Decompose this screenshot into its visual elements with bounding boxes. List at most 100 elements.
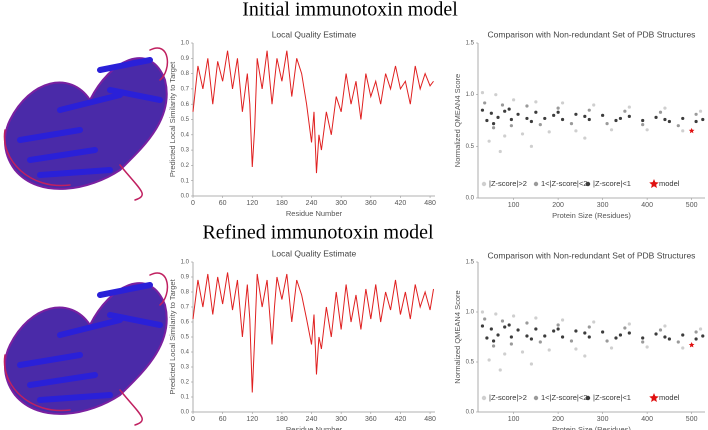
legend-marker [649, 393, 659, 403]
structure-point [583, 114, 587, 118]
structure-point [667, 337, 671, 341]
structure-point [654, 332, 658, 336]
y-tick-label: 1.0 [181, 260, 190, 266]
structure-point [681, 346, 685, 350]
y-axis-label: Predicted Local Similarity to Target [168, 61, 177, 177]
y-tick-label: 1.5 [466, 41, 475, 47]
structure-point [507, 323, 511, 327]
quality-line [192, 50, 434, 174]
y-tick-label: 0.9 [181, 56, 190, 62]
y-axis-label: Predicted Local Similarity to Target [168, 278, 177, 394]
structure-point [663, 106, 667, 110]
structure-point [623, 326, 627, 330]
structure-point [663, 117, 667, 122]
structure-point [547, 348, 551, 352]
structure-point [534, 110, 538, 114]
structure-point [512, 98, 516, 102]
y-tick-label: 0.5 [181, 335, 190, 341]
structure-point [543, 116, 547, 121]
structure-point [663, 335, 667, 339]
structure-point [627, 322, 631, 326]
structure-point [534, 316, 538, 320]
x-tick-label: 60 [219, 200, 227, 207]
structure-point [641, 123, 645, 127]
structure-point [509, 117, 513, 122]
x-tick-label: 360 [365, 416, 377, 423]
structure-point [494, 93, 498, 97]
x-tick-label: 420 [395, 416, 407, 423]
structure-point [574, 129, 578, 133]
legend-label: |Z-score|>2 [489, 393, 527, 402]
structure-point [694, 330, 698, 334]
structure-point [496, 115, 500, 119]
structure-point [574, 347, 578, 351]
structure-point [500, 103, 505, 107]
structure-point [698, 327, 703, 331]
x-tick-label: 400 [641, 202, 653, 209]
legend-label: |Z-score|>2 [489, 179, 527, 188]
x-tick-label: 180 [276, 416, 288, 423]
y-tick-label: 0.2 [181, 163, 190, 169]
structure-point [503, 134, 507, 138]
legend-label: model [659, 393, 680, 402]
x-axis-label: Protein Size (Residues) [552, 211, 631, 220]
structure-point [609, 128, 614, 132]
y-tick-label: 0.6 [181, 102, 190, 108]
structure-point [605, 122, 609, 126]
structure-point [483, 317, 487, 321]
y-tick-label: 0.9 [181, 275, 190, 281]
structure-point [480, 108, 485, 112]
structure-point [681, 333, 685, 337]
y-tick-label: 1.5 [466, 260, 475, 266]
structure-point [592, 103, 596, 107]
y-tick-label: 0.0 [181, 410, 190, 416]
structure-point [583, 136, 587, 140]
y-tick-label: 0.1 [181, 395, 190, 401]
structure-point [601, 330, 605, 334]
structure-point [645, 128, 649, 132]
structure-point [538, 123, 542, 127]
y-tick-label: 0.3 [181, 148, 190, 154]
structure-point [698, 109, 703, 113]
chart-title: Comparison with Non-redundant Set of PDB… [488, 29, 696, 39]
structure-point [503, 109, 507, 113]
structure-point [485, 118, 489, 123]
structure-point [694, 112, 698, 116]
legend-marker [649, 179, 659, 189]
structure-point [681, 129, 685, 133]
y-tick-label: 0.8 [181, 290, 190, 296]
structure-point [556, 110, 560, 114]
x-tick-label: 60 [219, 416, 227, 423]
legend-marker [585, 181, 591, 187]
structure-point [520, 350, 525, 354]
structure-point [658, 110, 663, 114]
x-axis-label: Protein Size (Residues) [552, 425, 631, 430]
x-tick-label: 0 [191, 200, 195, 207]
structure-point [529, 337, 534, 341]
legend-label: |Z-score|<1 [593, 393, 631, 402]
structure-point [509, 335, 513, 339]
structure-point [609, 346, 614, 350]
x-tick-label: 200 [552, 202, 564, 209]
structure-point [618, 333, 623, 337]
structure-point [480, 324, 485, 328]
protein-image [3, 47, 169, 201]
structure-point [483, 101, 487, 105]
y-tick-label: 0.7 [181, 305, 190, 311]
structure-point [525, 334, 529, 338]
structure-point [491, 339, 496, 343]
structure-point [491, 344, 496, 348]
structure-point [701, 334, 705, 338]
y-tick-label: 0.4 [181, 350, 190, 356]
legend-label: 1<|Z-score|<2 [541, 179, 587, 188]
structure-point [641, 336, 645, 340]
structure-point [529, 144, 534, 148]
structure-point [525, 321, 529, 325]
x-tick-label: 500 [686, 416, 698, 423]
structure-point [529, 362, 534, 366]
x-tick-label: 300 [335, 200, 347, 207]
structure-point [485, 336, 489, 340]
model-point [688, 342, 695, 348]
structure-point [694, 119, 698, 124]
x-tick-label: 500 [686, 202, 698, 209]
